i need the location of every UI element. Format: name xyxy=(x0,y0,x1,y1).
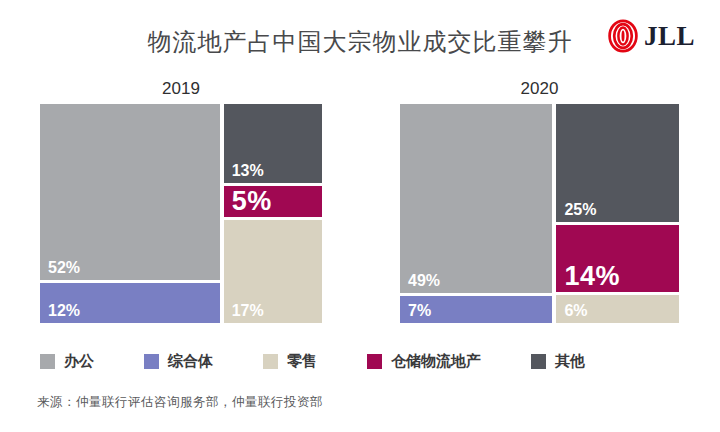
legend-label: 其他 xyxy=(555,352,585,371)
segment-零售-2019: 17% xyxy=(224,220,322,323)
segment-value-label: 12% xyxy=(48,303,80,319)
segment-办公-2020: 49% xyxy=(400,104,552,293)
segment-value-label: 25% xyxy=(564,202,596,218)
legend-swatch-icon xyxy=(531,354,546,369)
legend-label: 办公 xyxy=(64,352,94,371)
legend-item-其他: 其他 xyxy=(531,352,585,371)
segment-value-label: 7% xyxy=(408,303,431,319)
chart-year-label-2019: 2019 xyxy=(40,79,322,99)
legend-label: 仓储物流地产 xyxy=(391,352,481,371)
segment-value-label: 13% xyxy=(232,163,264,179)
segment-仓储物流地产-2019: 5% xyxy=(224,186,322,216)
mekko-column-2019-1: 52% 12% xyxy=(40,104,220,323)
chart-legend: 办公 综合体 零售 仓储物流地产 其他 xyxy=(40,352,585,371)
segment-其他-2020: 25% xyxy=(556,104,679,222)
mekko-column-2020-1: 49% 7% xyxy=(400,104,552,323)
segment-综合体-2019: 12% xyxy=(40,283,220,324)
mekko-chart-2020: 49% 7% 25% 14% 6% xyxy=(400,104,679,323)
segment-零售-2020: 6% xyxy=(556,295,679,323)
legend-swatch-icon xyxy=(144,354,159,369)
segment-value-label: 52% xyxy=(48,260,80,276)
mekko-column-2019-2: 13% 5% 17% xyxy=(224,104,322,323)
segment-仓储物流地产-2020: 14% xyxy=(556,225,679,291)
legend-item-办公: 办公 xyxy=(40,352,94,371)
source-note: 来源：仲量联行评估咨询服务部，仲量联行投资部 xyxy=(37,394,323,411)
chart-year-label-2020: 2020 xyxy=(400,79,679,99)
legend-item-综合体: 综合体 xyxy=(144,352,213,371)
segment-综合体-2020: 7% xyxy=(400,296,552,323)
segment-value-label: 6% xyxy=(564,303,587,319)
segment-value-label: 14% xyxy=(564,263,620,290)
jll-logo: JLL xyxy=(607,19,695,53)
legend-swatch-icon xyxy=(40,354,55,369)
jll-rings-icon xyxy=(607,19,639,53)
mekko-chart-2019: 52% 12% 13% 5% 17% xyxy=(40,104,322,323)
legend-swatch-icon xyxy=(263,354,278,369)
mekko-column-2020-2: 25% 14% 6% xyxy=(556,104,679,323)
segment-value-label: 5% xyxy=(232,188,272,215)
legend-item-零售: 零售 xyxy=(263,352,317,371)
segment-value-label: 49% xyxy=(408,273,440,289)
segment-其他-2019: 13% xyxy=(224,104,322,183)
legend-swatch-icon xyxy=(367,354,382,369)
segment-办公-2019: 52% xyxy=(40,104,220,280)
jll-wordmark: JLL xyxy=(644,21,695,52)
legend-label: 零售 xyxy=(287,352,317,371)
legend-item-仓储物流地产: 仓储物流地产 xyxy=(367,352,481,371)
segment-value-label: 17% xyxy=(232,303,264,319)
legend-label: 综合体 xyxy=(168,352,213,371)
